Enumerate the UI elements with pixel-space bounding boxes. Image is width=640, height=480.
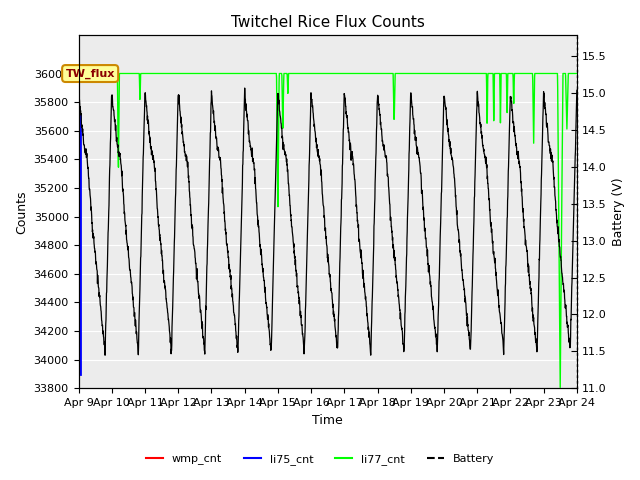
X-axis label: Time: Time xyxy=(312,414,343,427)
Y-axis label: Counts: Counts xyxy=(15,190,28,234)
Y-axis label: Battery (V): Battery (V) xyxy=(612,178,625,246)
Legend: wmp_cnt, li75_cnt, li77_cnt, Battery: wmp_cnt, li75_cnt, li77_cnt, Battery xyxy=(141,450,499,469)
Text: TW_flux: TW_flux xyxy=(65,69,115,79)
Title: Twitchel Rice Flux Counts: Twitchel Rice Flux Counts xyxy=(231,15,424,30)
